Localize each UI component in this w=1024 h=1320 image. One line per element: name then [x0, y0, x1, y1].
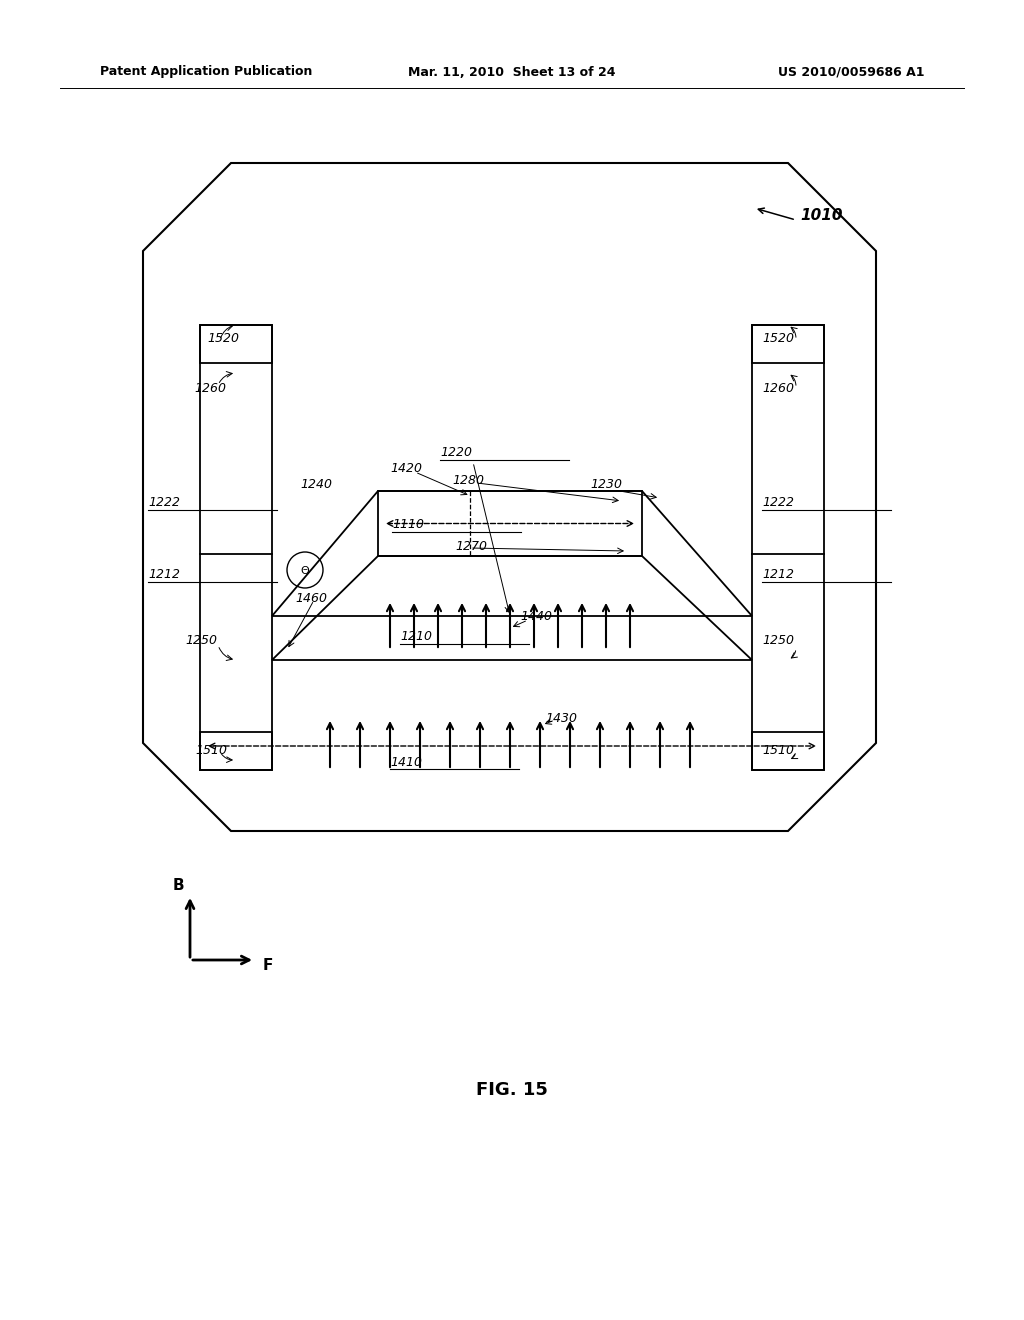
Text: 1270: 1270	[455, 540, 487, 553]
Text: 1520: 1520	[207, 331, 239, 345]
Text: US 2010/0059686 A1: US 2010/0059686 A1	[777, 66, 924, 78]
Bar	[200, 325, 272, 363]
Text: 1250: 1250	[185, 634, 217, 647]
Bar	[752, 325, 824, 363]
Bar	[752, 325, 824, 770]
Text: 1260: 1260	[194, 381, 226, 395]
Text: 1520: 1520	[762, 331, 794, 345]
Text: FIG. 15: FIG. 15	[476, 1081, 548, 1100]
Text: 1260: 1260	[762, 381, 794, 395]
Text: 1250: 1250	[762, 634, 794, 647]
Text: 1222: 1222	[148, 496, 180, 510]
Text: 1280: 1280	[452, 474, 484, 487]
Bar	[200, 733, 272, 770]
Text: 1222: 1222	[762, 496, 794, 510]
Text: 1420: 1420	[390, 462, 422, 475]
Text: 1212: 1212	[148, 569, 180, 582]
Text: 1440: 1440	[520, 610, 552, 623]
Text: 1510: 1510	[195, 743, 227, 756]
Bar	[752, 733, 824, 770]
Text: 1010: 1010	[800, 207, 843, 223]
Text: 1210: 1210	[400, 631, 432, 644]
Text: 1212: 1212	[762, 569, 794, 582]
Text: 1230: 1230	[590, 478, 622, 491]
Text: F: F	[263, 957, 273, 973]
Text: Patent Application Publication: Patent Application Publication	[100, 66, 312, 78]
Bar	[200, 325, 272, 770]
Text: B: B	[172, 878, 184, 892]
Text: 1430: 1430	[545, 711, 577, 725]
Text: 1510: 1510	[762, 743, 794, 756]
Bar	[378, 491, 642, 556]
Text: Mar. 11, 2010  Sheet 13 of 24: Mar. 11, 2010 Sheet 13 of 24	[409, 66, 615, 78]
Text: $\Theta$: $\Theta$	[300, 564, 310, 576]
Text: 1110: 1110	[392, 519, 424, 532]
Text: 1240: 1240	[300, 478, 332, 491]
Text: 1410: 1410	[390, 755, 422, 768]
Text: 1220: 1220	[440, 446, 472, 459]
Text: 1460: 1460	[295, 591, 327, 605]
